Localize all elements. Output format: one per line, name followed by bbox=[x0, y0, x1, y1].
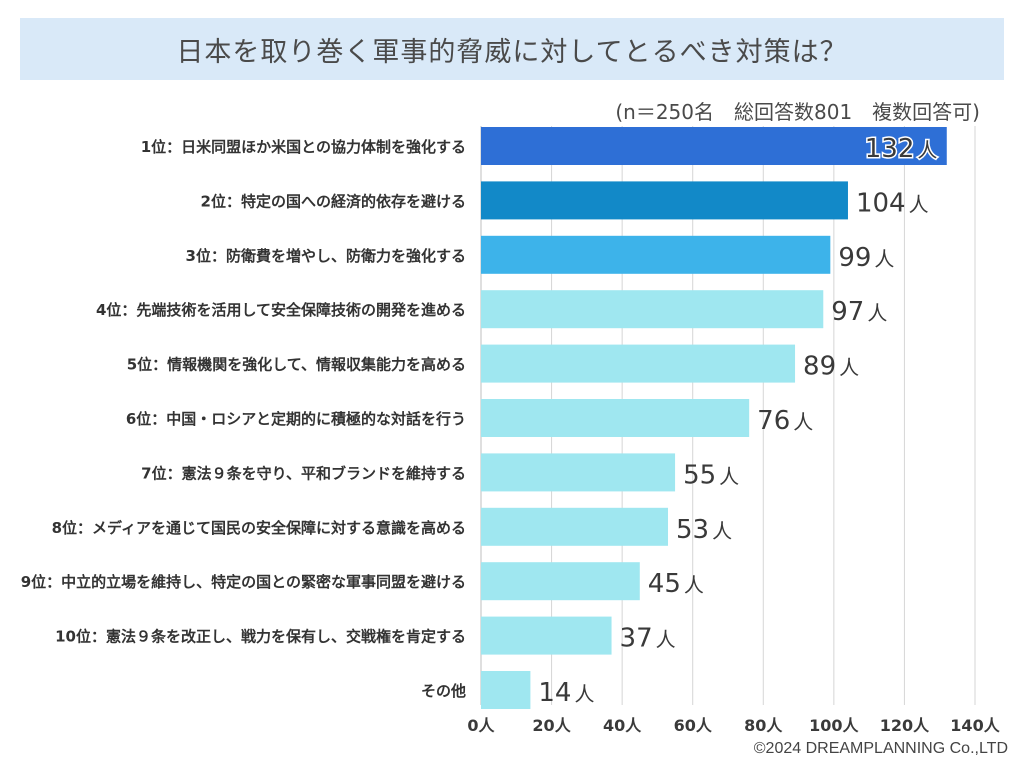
x-tick-label: 0人 bbox=[467, 716, 495, 735]
chart-title: 日本を取り巻く軍事的脅威に対してとるべき対策は？ bbox=[20, 18, 1004, 80]
category-label: 5位：情報機関を強化して、情報収集能力を高める bbox=[127, 356, 466, 374]
category-label: 3位：防衛費を増やし、防衛力を強化する bbox=[186, 247, 466, 265]
bar bbox=[481, 235, 831, 274]
x-tick-label: 100人 bbox=[809, 716, 859, 735]
value-label: 89 人 bbox=[803, 352, 859, 382]
category-label: 6位：中国・ロシアと定期的に積極的な対話を行う bbox=[126, 410, 466, 428]
bar bbox=[481, 127, 947, 165]
value-label: 97 人 bbox=[831, 297, 887, 327]
bar bbox=[481, 344, 796, 383]
category-label: 4位：先端技術を活用して安全保障技術の開発を進める bbox=[96, 301, 466, 319]
x-tick-label: 120人 bbox=[880, 716, 930, 735]
value-label: 76 人 bbox=[757, 406, 813, 436]
x-tick-label: 140人 bbox=[950, 716, 1000, 735]
category-label: 9位：中立的立場を維持し、特定の国との緊密な軍事同盟を避ける bbox=[21, 573, 466, 591]
category-label: 8位：メディアを通じて国民の安全保障に対する意識を高める bbox=[52, 519, 466, 537]
category-label: 7位：憲法９条を守り、平和ブランドを維持する bbox=[141, 464, 466, 482]
value-label: 99 人 bbox=[838, 243, 894, 273]
sample-note: (n＝250名 総回答数801 複数回答可) bbox=[615, 100, 980, 124]
value-label: 37 人 bbox=[620, 624, 676, 654]
copyright: ©2024 DREAMPLANNING Co.,LTD bbox=[753, 740, 1008, 757]
value-label: 45 人 bbox=[648, 569, 704, 599]
x-tick-label: 40人 bbox=[603, 716, 642, 735]
bar bbox=[481, 290, 824, 329]
category-label: 1位：日米同盟ほか米国との協力体制を強化する bbox=[141, 138, 466, 156]
value-label: 14 人 bbox=[538, 678, 594, 708]
category-label: 10位：憲法９条を改正し、戦力を保有し、交戦権を肯定する bbox=[55, 628, 466, 646]
bar bbox=[481, 616, 612, 655]
bar bbox=[481, 507, 669, 546]
category-label: 2位：特定の国への経済的依存を避ける bbox=[201, 192, 466, 210]
bar bbox=[481, 399, 750, 437]
value-label: 132 人 bbox=[865, 134, 938, 164]
x-tick-label: 80人 bbox=[744, 716, 783, 735]
x-tick-label: 60人 bbox=[674, 716, 713, 735]
bar bbox=[481, 181, 848, 220]
value-label: 55 人 bbox=[683, 460, 739, 490]
value-label: 53 人 bbox=[676, 515, 732, 545]
bar bbox=[481, 562, 640, 601]
category-label: その他 bbox=[421, 682, 466, 700]
bar bbox=[481, 453, 676, 492]
x-tick-label: 20人 bbox=[532, 716, 571, 735]
value-label: 104 人 bbox=[856, 188, 929, 218]
bar bbox=[481, 671, 531, 709]
